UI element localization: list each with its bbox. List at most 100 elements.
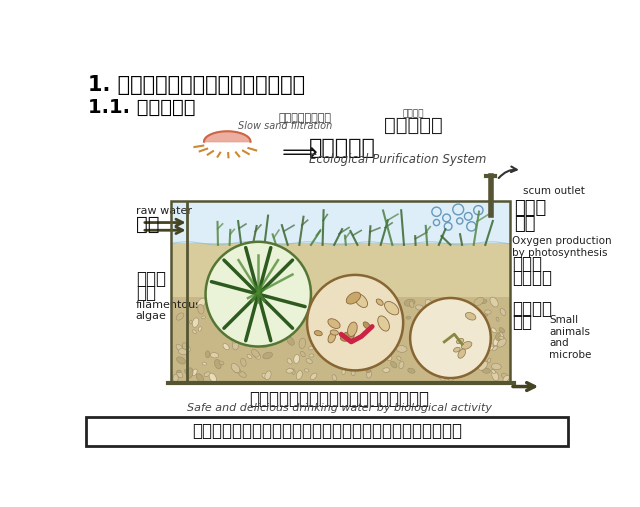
Ellipse shape	[246, 308, 251, 313]
Ellipse shape	[351, 321, 359, 326]
Ellipse shape	[496, 317, 499, 321]
Ellipse shape	[344, 352, 353, 358]
Text: 糸状の: 糸状の	[136, 270, 166, 288]
Polygon shape	[204, 131, 250, 141]
Ellipse shape	[490, 297, 498, 307]
Text: raw water: raw water	[136, 206, 192, 215]
Text: Slow sand filtration: Slow sand filtration	[237, 121, 332, 131]
Ellipse shape	[484, 310, 492, 314]
Ellipse shape	[415, 305, 424, 310]
Text: 排出: 排出	[514, 215, 536, 233]
Ellipse shape	[367, 351, 372, 357]
Ellipse shape	[287, 337, 294, 345]
Ellipse shape	[479, 360, 487, 367]
Ellipse shape	[312, 317, 317, 325]
Ellipse shape	[410, 301, 414, 308]
Text: Ecological Purification System: Ecological Purification System	[308, 153, 486, 166]
Ellipse shape	[267, 321, 272, 328]
Ellipse shape	[374, 301, 378, 303]
Ellipse shape	[495, 333, 500, 341]
Ellipse shape	[367, 342, 372, 348]
Ellipse shape	[438, 348, 442, 351]
Ellipse shape	[211, 353, 219, 358]
Ellipse shape	[177, 370, 181, 373]
Ellipse shape	[286, 315, 294, 320]
Ellipse shape	[346, 292, 360, 304]
Ellipse shape	[436, 334, 446, 342]
Ellipse shape	[335, 312, 341, 321]
Ellipse shape	[486, 343, 494, 348]
Ellipse shape	[234, 323, 240, 329]
Ellipse shape	[454, 347, 460, 352]
Ellipse shape	[350, 333, 358, 338]
Ellipse shape	[474, 298, 484, 306]
Ellipse shape	[385, 302, 399, 315]
Ellipse shape	[445, 328, 450, 331]
Ellipse shape	[497, 339, 506, 347]
Ellipse shape	[390, 361, 397, 368]
Ellipse shape	[202, 316, 205, 318]
Ellipse shape	[250, 325, 256, 331]
Ellipse shape	[428, 337, 434, 346]
Ellipse shape	[253, 351, 260, 359]
Ellipse shape	[359, 357, 369, 364]
Ellipse shape	[286, 369, 293, 373]
Ellipse shape	[309, 354, 314, 357]
Ellipse shape	[378, 316, 390, 331]
Ellipse shape	[459, 330, 465, 336]
Ellipse shape	[464, 330, 467, 335]
Ellipse shape	[287, 358, 292, 364]
Ellipse shape	[219, 361, 224, 365]
Ellipse shape	[299, 338, 306, 348]
Ellipse shape	[292, 318, 298, 324]
Ellipse shape	[232, 340, 239, 350]
Ellipse shape	[355, 294, 367, 307]
Text: 光合成: 光合成	[513, 255, 543, 273]
Ellipse shape	[257, 328, 265, 334]
Ellipse shape	[397, 356, 401, 360]
Ellipse shape	[387, 332, 390, 334]
Ellipse shape	[263, 352, 273, 359]
Text: かんそく: かんそく	[403, 110, 424, 118]
Ellipse shape	[209, 373, 216, 382]
Ellipse shape	[214, 359, 221, 369]
Text: ゆっくりの砂ろ過: ゆっくりの砂ろ過	[279, 113, 332, 123]
Ellipse shape	[186, 368, 193, 378]
Ellipse shape	[465, 312, 476, 320]
Ellipse shape	[408, 368, 415, 373]
Text: 生物の働きによる安全でおいしい飲み水: 生物の働きによる安全でおいしい飲み水	[250, 390, 429, 409]
Ellipse shape	[452, 308, 460, 316]
Ellipse shape	[192, 369, 197, 376]
Ellipse shape	[351, 327, 355, 334]
Ellipse shape	[197, 298, 205, 308]
Ellipse shape	[372, 342, 377, 346]
Ellipse shape	[287, 307, 291, 310]
Ellipse shape	[445, 366, 447, 370]
Ellipse shape	[314, 321, 323, 327]
Bar	[172, 243, 510, 297]
Ellipse shape	[472, 345, 479, 349]
Ellipse shape	[223, 323, 228, 327]
Ellipse shape	[453, 372, 456, 376]
Ellipse shape	[348, 351, 354, 361]
Text: 緩速ろ過法: 緩速ろ過法	[384, 116, 443, 135]
Ellipse shape	[300, 351, 305, 357]
Ellipse shape	[448, 365, 456, 373]
Text: 酸素生産: 酸素生産	[513, 269, 552, 287]
Ellipse shape	[493, 338, 499, 346]
Ellipse shape	[442, 349, 448, 356]
Ellipse shape	[363, 322, 370, 329]
Ellipse shape	[311, 318, 317, 322]
Ellipse shape	[185, 345, 190, 352]
Ellipse shape	[328, 319, 340, 329]
Circle shape	[307, 275, 403, 371]
Ellipse shape	[458, 349, 465, 358]
Ellipse shape	[500, 309, 506, 315]
Ellipse shape	[216, 309, 220, 313]
Ellipse shape	[491, 370, 495, 374]
Ellipse shape	[468, 309, 474, 313]
Ellipse shape	[384, 351, 392, 360]
Ellipse shape	[220, 299, 223, 303]
Ellipse shape	[296, 371, 302, 379]
Ellipse shape	[297, 300, 303, 308]
